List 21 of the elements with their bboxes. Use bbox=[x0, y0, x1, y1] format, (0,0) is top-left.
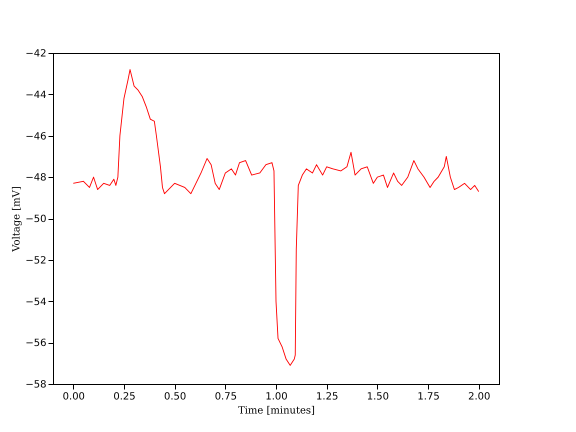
x-tick-label: 1.00 bbox=[265, 392, 288, 402]
x-tick-label: 0.50 bbox=[164, 392, 186, 402]
x-axis-title: Time [minutes] bbox=[238, 406, 316, 416]
y-tick-label: −42 bbox=[25, 48, 46, 60]
x-tick-label: 1.50 bbox=[366, 392, 389, 402]
y-tick-label: −50 bbox=[25, 214, 46, 225]
y-tick-label: −46 bbox=[25, 131, 46, 142]
x-tick-label: 2.00 bbox=[468, 392, 490, 402]
y-tick-label: −58 bbox=[25, 380, 46, 390]
y-tick-label: −54 bbox=[25, 296, 46, 308]
y-tick-label: −44 bbox=[25, 90, 46, 101]
x-tick-label: 0.00 bbox=[62, 392, 85, 402]
x-tick-label: 0.25 bbox=[113, 392, 136, 402]
y-tick-label: −52 bbox=[25, 255, 46, 266]
y-tick-label: −48 bbox=[25, 172, 46, 184]
x-tick-label: 1.25 bbox=[316, 392, 338, 402]
y-axis-title: Voltage [mV] bbox=[11, 186, 22, 253]
x-tick-label: 0.75 bbox=[214, 392, 237, 402]
x-tick-label: 1.75 bbox=[417, 392, 440, 402]
y-tick-label: −56 bbox=[25, 338, 46, 350]
line-series bbox=[72, 69, 480, 366]
